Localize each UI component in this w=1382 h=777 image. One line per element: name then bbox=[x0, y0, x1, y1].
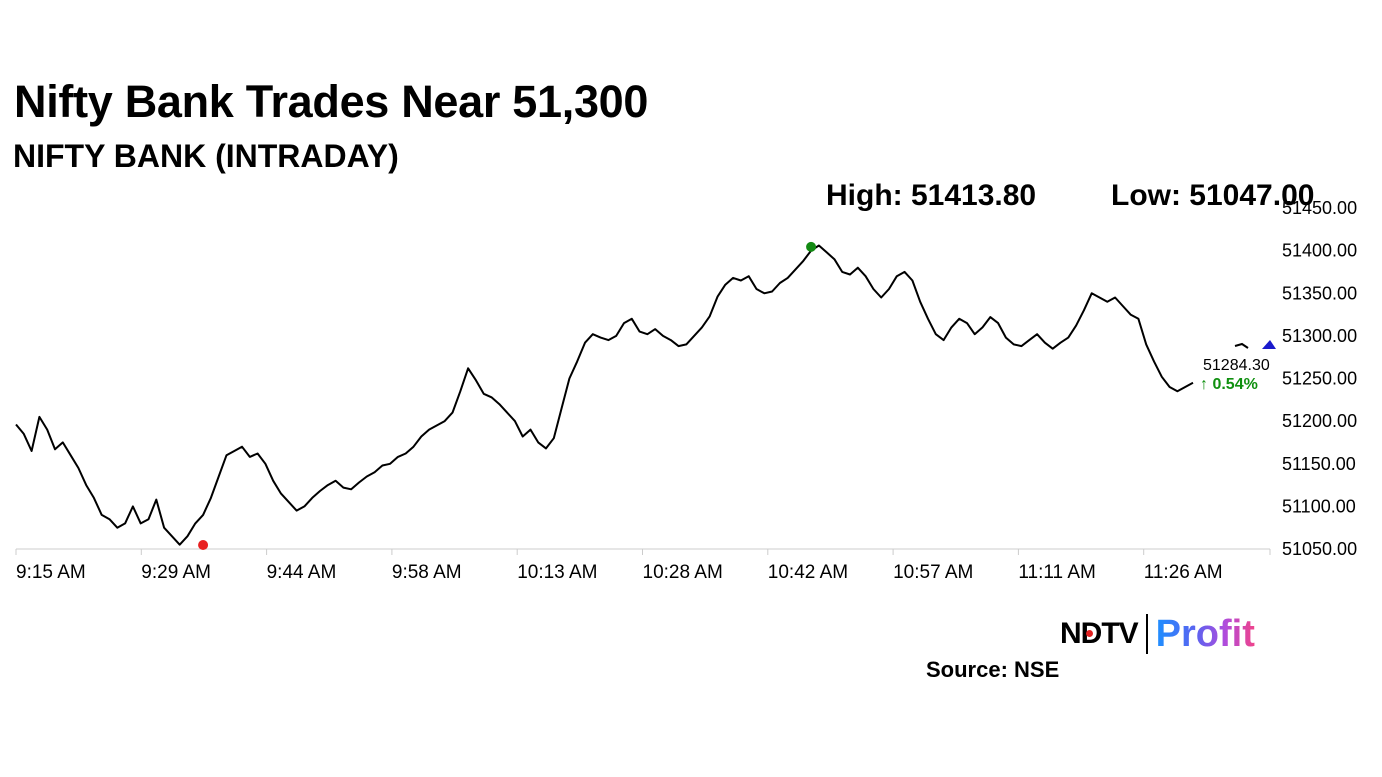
high-stat: High: 51413.80 bbox=[826, 179, 1037, 212]
x-tick-label: 9:29 AM bbox=[141, 562, 211, 583]
source-label: Source: NSE bbox=[926, 657, 1060, 682]
y-tick-label: 51300.00 bbox=[1282, 326, 1357, 346]
intraday-line-chart: 9:15 AM 9:29 AM 9:44 AM 9:58 AM 10:13 AM 10:2… bbox=[15, 198, 1357, 583]
high-marker bbox=[806, 241, 817, 252]
x-tick-label: 9:15 AM bbox=[16, 562, 86, 583]
last-price-marker bbox=[1262, 340, 1276, 349]
last-price-label: 51284.30 bbox=[1203, 357, 1270, 374]
y-axis-ticks: 51050.00 51100.00 51150.00 51200.00 51250.00… bbox=[1282, 198, 1357, 559]
price-line-trailing bbox=[1234, 342, 1249, 349]
ndtv-profit-logo: NDTV Profit bbox=[1060, 613, 1255, 655]
x-tick-label: 11:11 AM bbox=[1018, 562, 1095, 583]
logo-separator bbox=[1145, 614, 1148, 654]
x-tick-label: 11:26 AM bbox=[1144, 562, 1223, 583]
x-tick-label: 10:57 AM bbox=[893, 562, 973, 583]
y-tick-label: 51200.00 bbox=[1282, 411, 1357, 431]
y-tick-label: 51100.00 bbox=[1282, 496, 1356, 516]
y-tick-label: 51400.00 bbox=[1282, 241, 1357, 261]
low-stat: Low: 51047.00 bbox=[1111, 179, 1315, 212]
x-tick-label: 10:42 AM bbox=[768, 562, 848, 583]
price-line bbox=[15, 244, 1194, 546]
headline: Nifty Bank Trades Near 51,300 bbox=[14, 76, 649, 127]
y-tick-label: 51450.00 bbox=[1282, 198, 1357, 218]
ndtv-wordmark: NDTV bbox=[1060, 617, 1139, 650]
x-axis-ticks: 9:15 AM 9:29 AM 9:44 AM 9:58 AM 10:13 AM 10:2… bbox=[15, 549, 1271, 583]
y-tick-label: 51250.00 bbox=[1282, 369, 1357, 389]
y-tick-label: 51350.00 bbox=[1282, 283, 1357, 303]
x-tick-label: 10:13 AM bbox=[517, 562, 597, 583]
change-percent-label: ↑ 0.54% bbox=[1200, 376, 1258, 393]
chart-subtitle: NIFTY BANK (INTRADAY) bbox=[13, 138, 399, 174]
x-tick-label: 9:44 AM bbox=[267, 562, 337, 583]
x-tick-label: 9:58 AM bbox=[392, 562, 462, 583]
profit-wordmark: Profit bbox=[1155, 613, 1255, 655]
low-marker bbox=[198, 540, 209, 550]
y-tick-label: 51150.00 bbox=[1282, 454, 1356, 474]
x-tick-label: 10:28 AM bbox=[643, 562, 723, 583]
logo-dot-icon bbox=[1086, 630, 1093, 637]
y-tick-label: 51050.00 bbox=[1282, 539, 1357, 559]
